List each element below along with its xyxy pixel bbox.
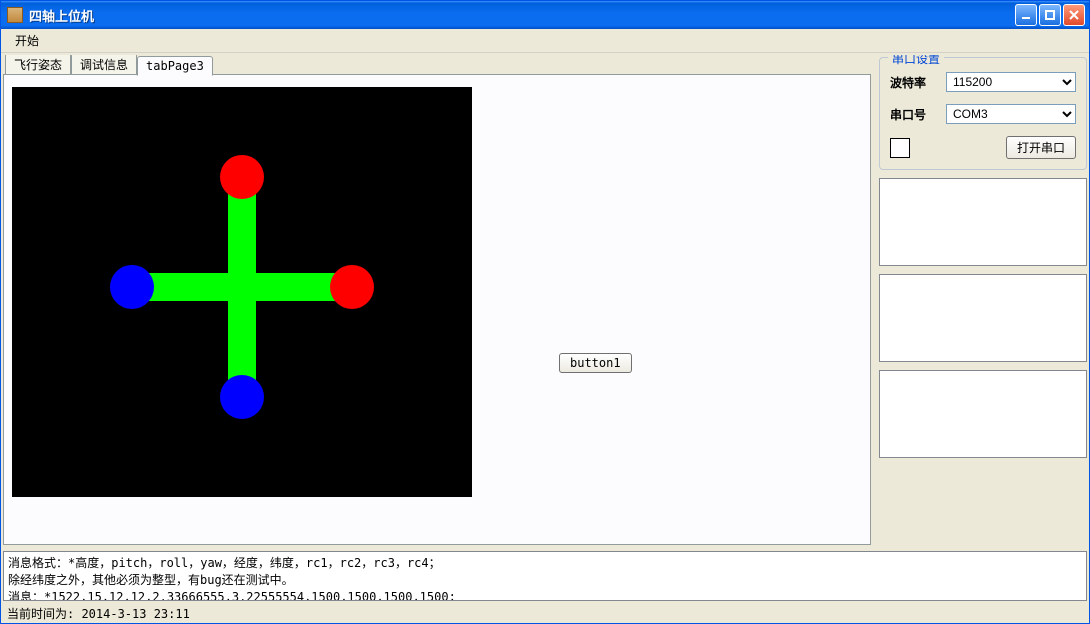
status-time: 当前时间为: 2014-3-13 23:11 <box>7 605 190 622</box>
button1[interactable]: button1 <box>559 353 632 373</box>
tab-page3[interactable]: tabPage3 <box>137 56 213 76</box>
menu-bar: 开始 <box>1 29 1089 53</box>
close-button[interactable] <box>1063 4 1085 26</box>
title-bar: 四轴上位机 <box>1 1 1089 29</box>
right-column: 串口设置 波特率 115200 串口号 COM3 <box>879 55 1087 545</box>
window-title: 四轴上位机 <box>29 6 1015 25</box>
serial-checkbox[interactable] <box>890 138 910 158</box>
serial-settings-group: 串口设置 波特率 115200 串口号 COM3 <box>879 57 1087 170</box>
baud-select[interactable]: 115200 <box>946 72 1076 92</box>
quadcopter-diagram <box>12 87 472 497</box>
app-icon <box>7 7 23 23</box>
tab-page3-content: button1 <box>3 74 871 545</box>
client-area: 飞行姿态 调试信息 tabPage3 <box>1 53 1089 603</box>
info-box-3 <box>879 370 1087 458</box>
baud-label: 波特率 <box>890 74 938 91</box>
tab-headers: 飞行姿态 调试信息 tabPage3 <box>3 55 871 75</box>
serial-settings-legend: 串口设置 <box>888 55 944 67</box>
status-bar: 当前时间为: 2014-3-13 23:11 <box>1 603 1089 623</box>
info-box-1 <box>879 178 1087 266</box>
port-select[interactable]: COM3 <box>946 104 1076 124</box>
main-window: 四轴上位机 开始 飞行姿态 调试信息 tabPage3 <box>0 0 1090 624</box>
message-textbox[interactable]: 消息格式：*高度，pitch，roll，yaw，经度，纬度，rc1，rc2，rc… <box>3 551 1087 601</box>
tab-flight-attitude[interactable]: 飞行姿态 <box>5 55 71 75</box>
upper-area: 飞行姿态 调试信息 tabPage3 <box>3 55 1087 545</box>
minimize-button[interactable] <box>1015 4 1037 26</box>
info-box-2 <box>879 274 1087 362</box>
maximize-button[interactable] <box>1039 4 1061 26</box>
open-port-button[interactable]: 打开串口 <box>1006 136 1076 159</box>
tab-debug-info[interactable]: 调试信息 <box>71 55 137 75</box>
quadcopter-canvas <box>12 87 472 497</box>
port-label: 串口号 <box>890 106 938 123</box>
tab-control: 飞行姿态 调试信息 tabPage3 <box>3 55 871 545</box>
menu-start[interactable]: 开始 <box>7 30 47 51</box>
window-buttons <box>1015 4 1089 26</box>
